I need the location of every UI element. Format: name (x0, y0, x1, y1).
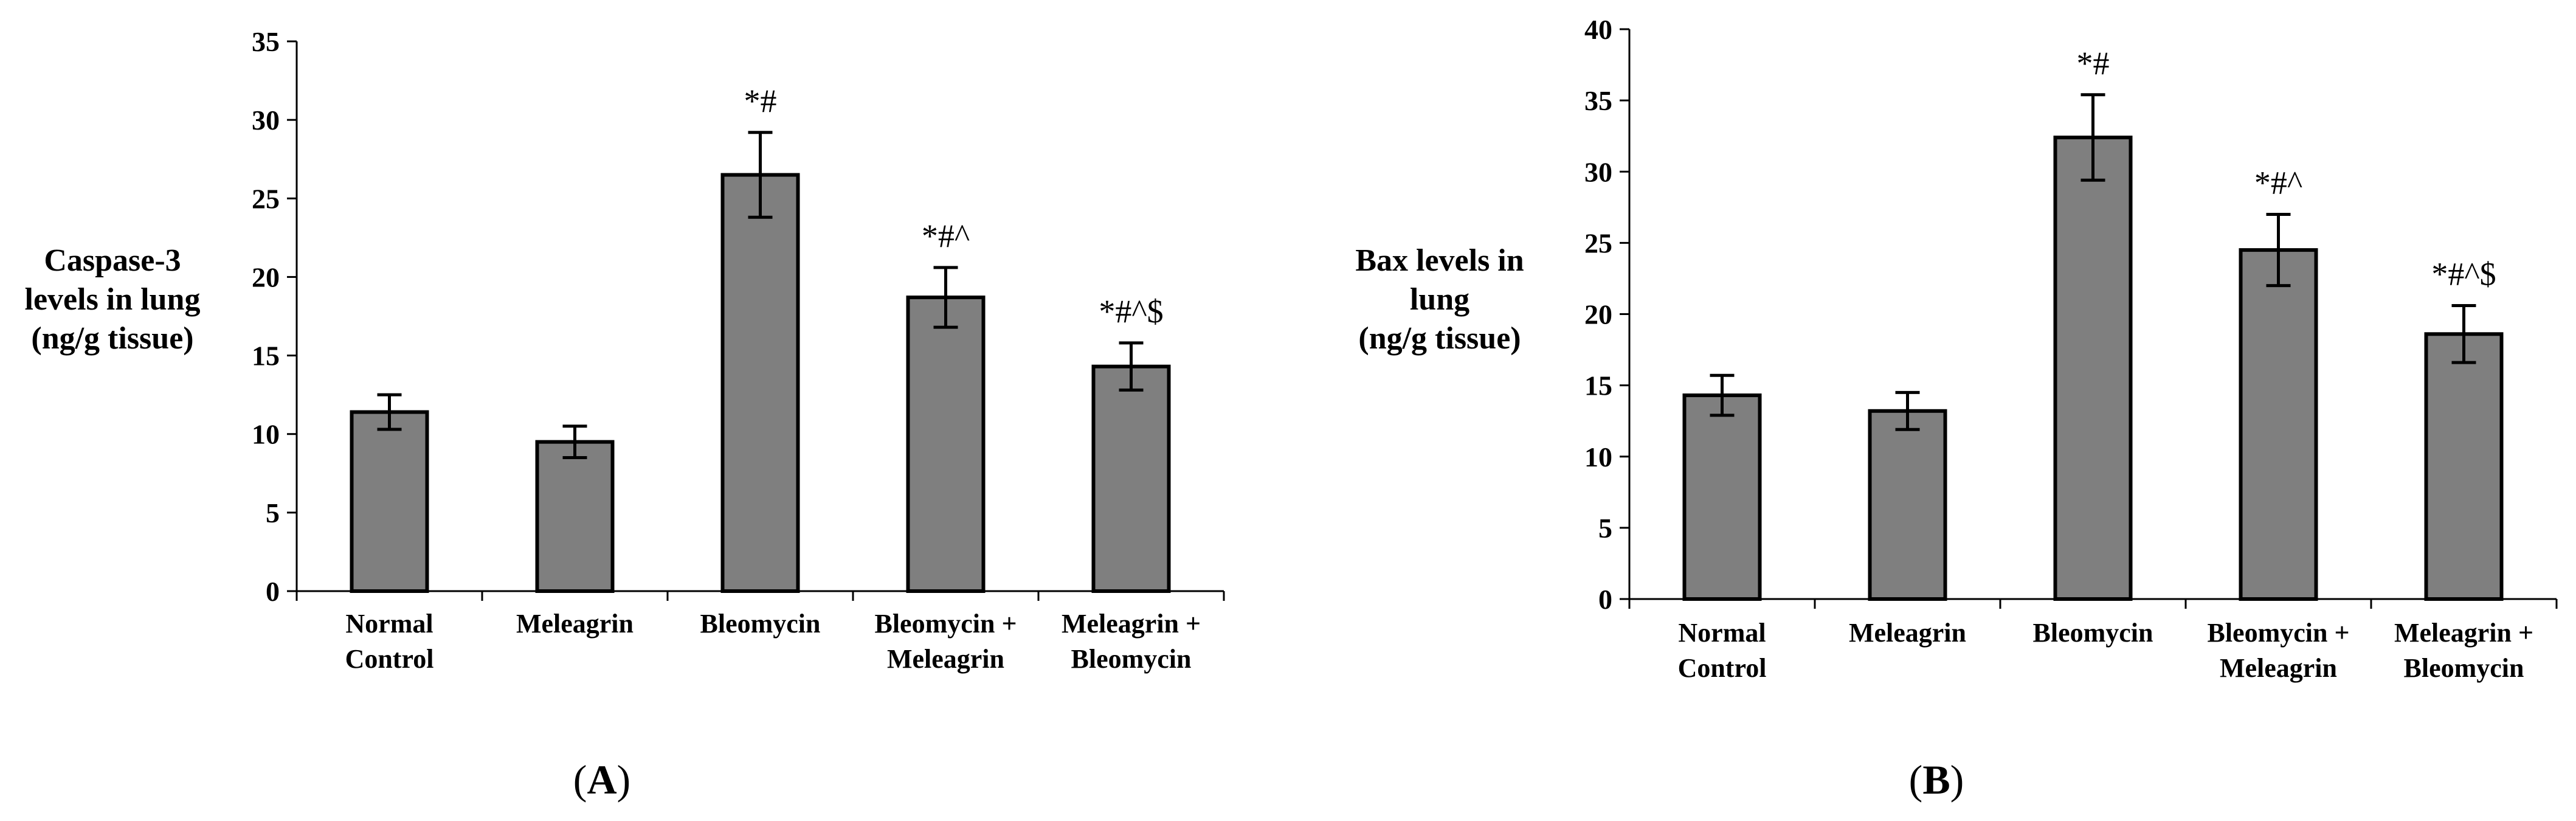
y-tick-label: 30 (1584, 156, 1612, 187)
significance-label: *# (744, 83, 777, 119)
significance-label: *#^$ (1099, 293, 1163, 330)
bar (350, 410, 429, 593)
bar (1868, 409, 1947, 601)
category-label: Control (345, 644, 434, 674)
y-tick-label: 40 (1584, 14, 1612, 45)
y-axis-label: (ng/g tissue) (31, 321, 193, 356)
category-label: Bleomycin (1071, 644, 1192, 674)
y-tick-label: 10 (1584, 442, 1612, 473)
category-label: Control (1678, 653, 1767, 683)
category-label: Normal (1678, 618, 1766, 648)
y-tick-label: 25 (1584, 227, 1612, 258)
bar (1091, 364, 1171, 593)
chart-b: 0 5 10 15 20 25 30 35 40 Normal Control Meleagrin *#… (1355, 14, 2558, 803)
bar (720, 173, 800, 593)
category-label: Bleomycin (2033, 618, 2153, 648)
category-label: Bleomycin (2404, 653, 2524, 683)
y-axis-label: levels in lung (25, 282, 201, 317)
y-tick-label: 15 (1584, 370, 1612, 401)
category-label: Meleagrin + (1062, 609, 1201, 639)
category-label: Meleagrin (887, 644, 1004, 674)
category-label: Meleagrin (2220, 653, 2337, 683)
category-label: Bleomycin + (2207, 618, 2349, 648)
y-axis-label: Bax levels in (1355, 243, 1524, 278)
y-axis-label: lung (1410, 282, 1469, 317)
category-label: Normal (345, 609, 433, 639)
y-tick-label: 35 (252, 26, 280, 57)
category-label: Meleagrin (1849, 618, 1966, 648)
bar (2424, 332, 2504, 601)
y-tick-label: 0 (266, 576, 280, 607)
panel-label: (A) (573, 757, 630, 803)
y-tick-label: 0 (1598, 584, 1612, 615)
bar (535, 440, 615, 594)
significance-label: *#^ (922, 218, 970, 254)
category-label: Bleomycin + (874, 609, 1017, 639)
category-label: Meleagrin (516, 609, 634, 639)
y-tick-label: 15 (252, 341, 280, 372)
category-label: Bleomycin (700, 609, 821, 639)
category-label: Meleagrin + (2394, 618, 2533, 648)
bar (2239, 248, 2318, 601)
y-tick-label: 35 (1584, 85, 1612, 116)
y-axis-label: Caspase-3 (44, 243, 181, 278)
chart-a: 0 5 10 15 20 25 30 35 Normal Control Meleagrin *# Bl… (25, 26, 1225, 803)
significance-label: *# (2077, 45, 2110, 81)
bar (1682, 393, 1762, 601)
bar (906, 296, 986, 593)
significance-label: *#^ (2254, 165, 2302, 201)
y-tick-label: 5 (1598, 513, 1612, 544)
y-tick-label: 5 (266, 497, 280, 528)
bar (2053, 136, 2133, 601)
y-tick-label: 30 (252, 105, 280, 136)
y-tick-label: 10 (252, 419, 280, 450)
y-tick-label: 20 (252, 262, 280, 293)
panel-label: (B) (1909, 757, 1964, 803)
y-tick-label: 20 (1584, 299, 1612, 330)
significance-label: *#^$ (2431, 255, 2496, 292)
y-tick-label: 25 (252, 183, 280, 214)
y-axis-label: (ng/g tissue) (1358, 321, 1521, 356)
